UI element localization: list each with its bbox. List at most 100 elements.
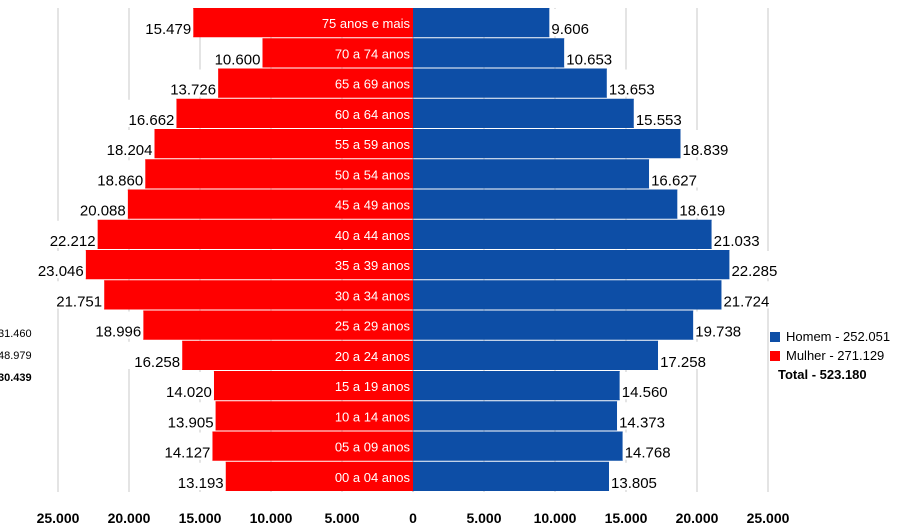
category-label: 50 a 54 anos (335, 167, 411, 182)
value-label-mulher: 16.258 (134, 354, 180, 371)
bar-homem (413, 129, 681, 159)
value-label-mulher: 18.860 (97, 172, 143, 189)
x-tick-label: 25.000 (747, 510, 790, 526)
value-label-homem: 18.839 (683, 142, 729, 159)
legend-swatch-homem (770, 331, 780, 342)
bar-mulher (215, 401, 413, 431)
value-label-bg (73, 190, 128, 218)
cut-left-text-3: 30.439 (0, 372, 32, 384)
value-label-homem: 16.627 (651, 172, 697, 189)
value-label-bg (49, 281, 105, 309)
bar-homem (413, 38, 565, 68)
category-label: 20 a 24 anos (335, 349, 411, 364)
value-label-homem: 14.373 (619, 414, 665, 431)
x-tick-label: 20.000 (108, 510, 151, 526)
value-label-homem: 13.805 (611, 475, 657, 492)
value-label-homem: 19.738 (695, 324, 741, 341)
bar-homem (413, 371, 620, 401)
value-label-mulher: 13.726 (170, 82, 216, 99)
legend-label-mulher: Mulher - 271.129 (786, 348, 885, 363)
category-label: 65 a 69 anos (335, 77, 411, 92)
value-label-mulher: 22.212 (50, 233, 96, 250)
value-label-bg (90, 160, 146, 188)
value-label-bg (31, 251, 86, 279)
bar-homem (413, 461, 610, 491)
value-label-bg (564, 39, 619, 67)
x-tick-label: 15.000 (179, 510, 222, 526)
value-label-bg (619, 372, 675, 400)
bar-mulher (143, 310, 413, 340)
value-label-mulher: 14.020 (166, 384, 212, 401)
value-label-bg (43, 220, 98, 248)
category-labels: 00 a 04 anos 05 a 09 anos 10 a 14 anos 15 a… (322, 16, 411, 485)
value-label-bg (161, 402, 216, 430)
category-label: 05 a 09 anos (335, 440, 411, 455)
bar-mulher (85, 250, 414, 280)
value-label-mulher: 10.600 (215, 51, 261, 68)
value-label-mulher: 16.662 (129, 112, 175, 129)
category-label: 25 a 29 anos (335, 319, 411, 334)
category-label: 75 anos e mais (322, 16, 411, 31)
value-label-bg (606, 69, 662, 97)
value-labels: 13.193 13.805 14.127 14.768 13.905 14.373 14.0… (31, 9, 784, 492)
value-label-bg (121, 99, 177, 127)
category-label: 60 a 64 anos (335, 107, 411, 122)
bar-homem (413, 340, 659, 370)
value-label-homem: 10.653 (566, 51, 612, 68)
value-label-mulher: 13.193 (178, 475, 224, 492)
bar-mulher (182, 340, 413, 370)
bar-mulher (193, 8, 413, 38)
value-label-bg (680, 130, 735, 158)
value-label-mulher: 18.996 (95, 324, 141, 341)
value-label-bg (88, 311, 144, 339)
bar-homem (413, 250, 730, 280)
x-tick-label: 5.000 (324, 510, 359, 526)
x-tick-label: 20.000 (676, 510, 719, 526)
x-tick-label: 5.000 (466, 510, 501, 526)
value-label-bg (617, 402, 672, 430)
value-label-bg (677, 190, 732, 218)
value-label-bg (157, 432, 213, 460)
value-label-bg (163, 69, 219, 97)
cut-left-text-2: 48.979 (0, 350, 32, 362)
bar-mulher (154, 129, 413, 159)
value-label-bg (100, 130, 155, 158)
value-label-bg (633, 99, 689, 127)
value-label-bg (127, 341, 183, 369)
x-tick-label: 10.000 (534, 510, 577, 526)
value-label-mulher: 23.046 (38, 263, 84, 280)
value-label-mulher: 18.204 (107, 142, 153, 159)
x-axis-ticks: 25.000 20.000 15.000 10.000 5.000 0 5.000 10.00… (37, 510, 790, 526)
bar-homem (413, 98, 634, 128)
value-label-bg (622, 432, 678, 460)
x-tick-label: 0 (409, 510, 417, 526)
value-label-bg (159, 372, 214, 400)
legend-item-mulher: Mulher - 271.129 (770, 346, 890, 365)
bar-homem (413, 159, 650, 189)
value-label-bg (171, 462, 226, 490)
value-label-mulher: 20.088 (80, 203, 126, 220)
category-label: 10 a 14 anos (335, 409, 411, 424)
bar-mulher (225, 461, 413, 491)
legend-total: Total - 523.180 (778, 367, 867, 382)
value-label-homem: 22.285 (731, 263, 777, 280)
value-label-bg (721, 281, 776, 309)
bars (85, 8, 730, 491)
cut-left-text-1: 31.460 (0, 328, 32, 340)
bar-homem (413, 8, 550, 38)
legend-item-homem: Homem - 252.051 (770, 327, 890, 346)
bar-homem (413, 68, 607, 98)
legend: Homem - 252.051 Mulher - 271.129 Total -… (770, 327, 890, 384)
value-label-bg (208, 39, 263, 67)
bar-mulher (213, 371, 413, 401)
value-label-homem: 15.553 (636, 112, 682, 129)
bar-mulher (176, 98, 413, 128)
bar-homem (413, 219, 712, 249)
legend-label-homem: Homem - 252.051 (786, 329, 891, 344)
value-label-homem: 18.619 (679, 203, 725, 220)
value-label-mulher: 15.479 (145, 21, 191, 38)
category-label: 30 a 34 anos (335, 288, 411, 303)
value-label-bg (711, 220, 767, 248)
value-label-mulher: 14.127 (165, 445, 211, 462)
